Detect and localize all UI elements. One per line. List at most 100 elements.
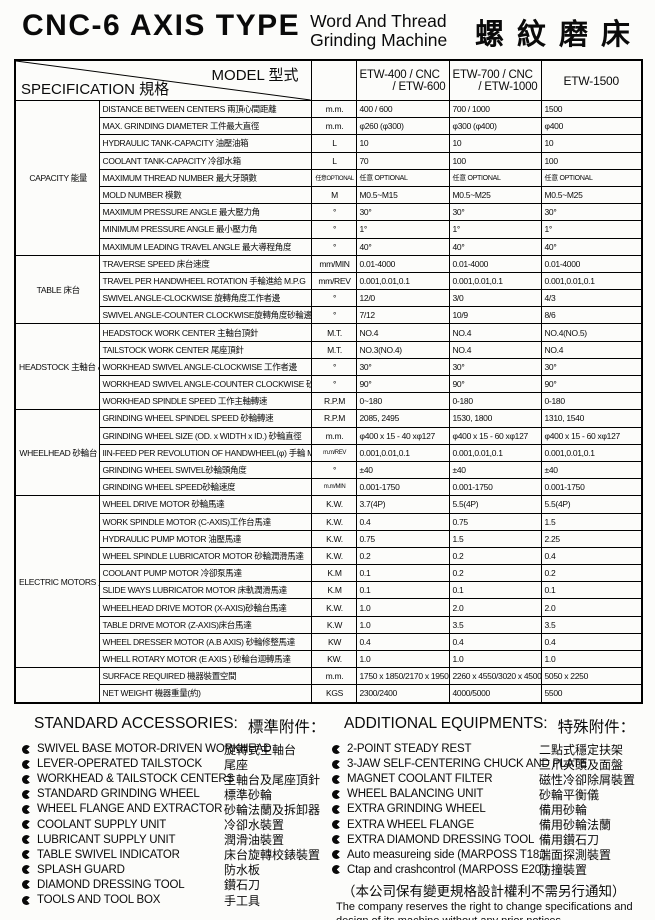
bullet-icon — [332, 789, 342, 799]
spec-row: GRINDING WHEEL SIZE (OD. x WIDTH x ID.) … — [15, 426, 643, 445]
spec-row: TABLE 床台 TRAVERSE SPEED 床台速度 mm/MIN 0.01-40… — [14, 254, 643, 325]
value-cell: 30° — [355, 203, 450, 222]
item-label-en: SWIVEL BASE MOTOR-DRIVEN WORKHEAD — [37, 743, 272, 756]
unit-cell: m.m. — [310, 99, 357, 119]
spec-row: MAXIMUM THREAD NUMBER 最大牙頭數 任意OPTIONAL 任意 … — [15, 168, 643, 187]
spec-item-label: MINIMUM PRESSURE ANGLE 最小壓力角 — [98, 220, 312, 239]
spec-row: WORKHEAD SPINDLE SPEED 工作主軸轉速 R.P.M 0~180 0… — [15, 392, 643, 411]
bullet-icon — [332, 744, 342, 754]
item-label-zh: 鑽石刀 — [224, 878, 261, 893]
section-group-label: HEADSTOCK 主軸台 & TAILSTOCK 尾座 — [14, 323, 100, 411]
item-label-zh: 床台旋轉校錶裝置 — [224, 848, 321, 863]
item-label-en: 3-JAW SELF-CENTERING CHUCK AND PLATE — [347, 758, 588, 771]
value-cell: 0.001-1750 — [540, 478, 643, 497]
item-label-en: Auto measureing side (MARPOSS T18.) — [347, 848, 546, 861]
bullet-icon — [22, 774, 31, 784]
spec-item-label: MAX. GRINDING DIAMETER 工件最大直徑 — [98, 117, 312, 136]
spec-model-diagonal-cell: MODEL 型式 SPECIFICATION 規格 — [14, 59, 312, 101]
model-name-top: ETW-700 / CNC — [452, 68, 533, 81]
item-label-zh: 潤滑油裝置 — [224, 833, 285, 848]
item-label-en: TABLE SWIVEL INDICATOR — [37, 848, 180, 861]
spec-item-label: HYDRAULIC TANK-CAPACITY 油壓油箱 — [98, 134, 312, 153]
unit-cell: KGS — [310, 684, 357, 704]
additional-equipments-list: 2-POINT STEADY REST 二點式穩定扶架 3-JAW SELF-CEN… — [332, 742, 651, 878]
list-item: 2-POINT STEADY REST 二點式穩定扶架 — [332, 742, 651, 757]
bullet-icon — [332, 759, 342, 769]
unit-cell: K.M — [310, 581, 357, 600]
spec-item-label: DISTANCE BETWEEN CENTERS 兩頂心間距離 — [98, 99, 312, 119]
unit-cell: K.M — [310, 564, 357, 583]
unit-cell: ° — [310, 237, 357, 256]
value-cell: 1.0 — [540, 649, 643, 669]
table-header-row: MODEL 型式 SPECIFICATION 規格 ETW-400 / CNC … — [14, 59, 643, 101]
value-cell: 0.1 — [448, 581, 542, 600]
section-group-label — [14, 667, 100, 704]
value-cell: φ400 x 15 - 60 xφ127 — [448, 426, 542, 445]
spec-row: SURFACE REQUIRED 機器裝置空間 m.m. 1750 x 1850/2… — [14, 667, 643, 704]
model-name-top: ETW-400 / CNC — [359, 68, 440, 81]
bullet-icon — [332, 804, 342, 814]
value-cell: 0.2 — [448, 564, 542, 583]
list-item: EXTRA DIAMOND DRESSING TOOL 備用鑽石刀 — [332, 832, 651, 847]
unit-cell: ° — [310, 374, 357, 394]
value-cell: 2.25 — [540, 529, 643, 548]
value-cell: φ400 x 15 - 60 xφ127 — [540, 426, 643, 445]
unit-cell: M.T. — [310, 340, 357, 359]
spec-item-label: COOLANT PUMP MOTOR 冷卻泵馬達 — [98, 564, 312, 583]
value-cell: NO.3(NO.4) — [355, 340, 450, 359]
spec-row: HYDRAULIC TANK-CAPACITY 油壓油箱 L 10 10 10 — [15, 134, 643, 153]
page-subtitle: Word And Thread Grinding Machine — [310, 9, 447, 50]
spec-row: MOLD NUMBER 模數 M M0.5~M15 M0.5~M25 M0.5~M25 — [15, 185, 643, 205]
unit-cell: K.W. — [310, 512, 357, 531]
spec-item-label: GRINDING WHEEL SIZE (OD. x WIDTH x ID.) … — [98, 426, 312, 445]
bullet-icon — [22, 804, 31, 814]
value-cell: 30° — [448, 203, 542, 222]
value-cell: 30° — [540, 357, 643, 377]
spec-item-label: WHEEL SPINDLE LUBRICATOR MOTOR 砂輪潤滑馬達 — [98, 546, 312, 566]
spec-item-label: NET WEIGHT 機器重量(約) — [98, 684, 312, 704]
spec-item-label: TRAVEL PER HANDWHEEL ROTATION 手輪進給 M.P.G — [98, 271, 312, 291]
spec-row: HEADSTOCK 主軸台 & TAILSTOCK 尾座HEADSTOCK WO… — [14, 323, 643, 411]
value-cell: 30° — [448, 357, 542, 377]
value-cell: ±40 — [355, 460, 450, 480]
spec-item-label: GRINDING WHEEL SPINDEL SPEED 砂輪轉速 — [98, 409, 312, 428]
list-item: WHEEL BALANCING UNIT 砂輪平衡儀 — [332, 787, 651, 802]
spec-row: WHELL ROTARY MOTOR (E AXIS ) 砂輪台迴轉馬達 KW. 1… — [15, 649, 643, 669]
value-cell: 0.75 — [448, 512, 542, 531]
value-cell: NO.4 — [540, 340, 643, 359]
unit-cell: ° — [310, 460, 357, 480]
unit-column-header — [310, 59, 357, 101]
spec-row: WHEELHEAD 砂輪台 GRINDING WHEEL SPINDEL SPEE… — [14, 409, 643, 497]
item-label-zh: 備用砂輪 — [539, 802, 588, 817]
specification-header-label: SPECIFICATION 規格 — [21, 81, 170, 98]
standard-accessories-header-en: STANDARD ACCESSORIES: — [34, 714, 238, 732]
spec-row: NET WEIGHT 機器重量(約) KGS 2300/2400 4000/5000 5… — [15, 684, 643, 704]
value-cell: 0.2 — [355, 546, 450, 566]
value-cell: 0.001,0.01,0.1 — [448, 271, 542, 291]
spec-row: WORK SPINDLE MOTOR (C-AXIS)工作台馬達 K.W. 0.4 0… — [15, 512, 643, 531]
value-cell: 任意 OPTIONAL — [540, 168, 643, 187]
value-cell: 90° — [355, 374, 450, 394]
spec-row: WHEEL SPINDLE LUBRICATOR MOTOR 砂輪潤滑馬達 K.W… — [15, 546, 643, 566]
value-cell: M0.5~M25 — [448, 185, 542, 205]
unit-cell: ° — [310, 306, 357, 325]
value-cell: 2085, 2495 — [355, 409, 450, 428]
unit-cell: L — [310, 134, 357, 153]
value-cell: 0.1 — [355, 564, 450, 583]
value-cell: 400 / 600 — [355, 99, 450, 119]
value-cell: 0.001,0.01,0.1 — [355, 271, 450, 291]
unit-cell: K.W. — [310, 598, 357, 617]
bullet-icon — [22, 865, 31, 875]
value-cell: 10 — [448, 134, 542, 153]
bullet-icon — [22, 759, 31, 769]
value-cell: 10 — [355, 134, 450, 153]
section-group-label: WHEELHEAD 砂輪台 — [14, 409, 100, 497]
list-item: LUBRICANT SUPPLY UNIT 潤滑油裝置 — [22, 832, 328, 847]
unit-cell: m.m. — [310, 426, 357, 445]
model-name-bottom: / ETW-600 — [392, 80, 446, 93]
value-cell: 1° — [448, 220, 542, 239]
unit-cell: ° — [310, 357, 357, 377]
item-label-en: DIAMOND DRESSING TOOL — [37, 878, 185, 891]
unit-cell: m.m. — [310, 667, 357, 686]
spec-row: MAXIMUM LEADING TRAVEL ANGLE 最大導程角度 ° 40° 4… — [15, 237, 643, 256]
